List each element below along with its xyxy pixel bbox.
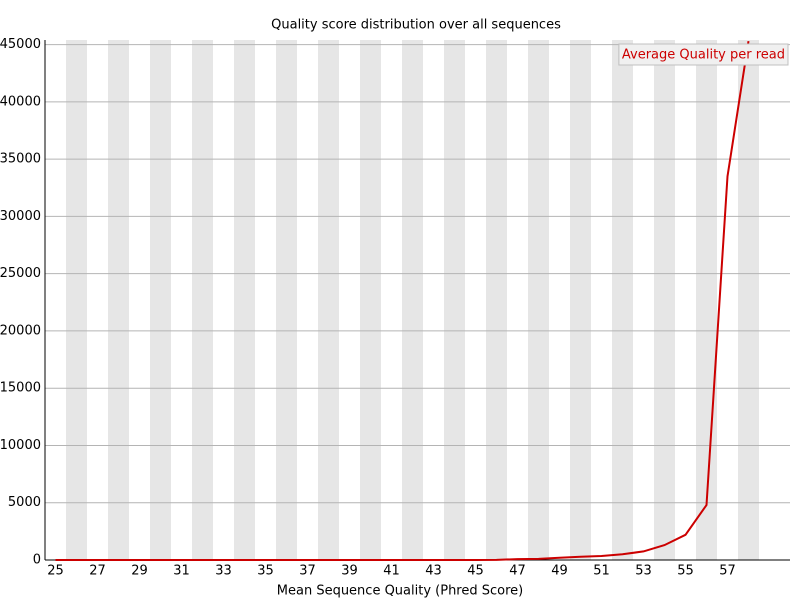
stripe [444, 40, 465, 560]
y-tick-label: 5000 [8, 495, 41, 510]
x-tick-label: 35 [257, 564, 274, 579]
x-tick-label: 39 [341, 564, 358, 579]
data-line [55, 40, 750, 561]
y-tick-label: 35000 [0, 152, 41, 167]
stripe [108, 40, 129, 560]
legend-box [618, 43, 789, 66]
x-tick-label: 37 [299, 564, 316, 579]
y-tick-label: 0 [33, 553, 41, 568]
x-tick-label: 33 [215, 564, 232, 579]
y-tick-label: 15000 [0, 381, 41, 396]
stripe [360, 40, 381, 560]
stripe [654, 40, 675, 560]
stripe [612, 40, 633, 560]
chart-title: Quality score distribution over all sequ… [271, 18, 561, 33]
legend-label: Average Quality per read [622, 48, 785, 63]
x-tick-label: 47 [509, 564, 526, 579]
y-tick-label: 40000 [0, 94, 41, 109]
y-tick-label: 20000 [0, 323, 41, 338]
x-tick-label: 53 [635, 564, 652, 579]
x-tick-label: 31 [173, 564, 190, 579]
x-tick-label: 25 [47, 564, 64, 579]
x-tick-label: 27 [89, 564, 106, 579]
stripe [402, 40, 423, 560]
stripe [234, 40, 255, 560]
stripe [192, 40, 213, 560]
x-tick-label: 49 [551, 564, 568, 579]
x-tick-label: 29 [131, 564, 148, 579]
x-tick-label: 51 [593, 564, 610, 579]
x-tick-label: 57 [719, 564, 736, 579]
stripe [318, 40, 339, 560]
stripe [276, 40, 297, 560]
stripe [150, 40, 171, 560]
stripe [528, 40, 549, 560]
x-tick-label: 43 [425, 564, 442, 579]
x-tick-label: 55 [677, 564, 694, 579]
x-axis-label: Mean Sequence Quality (Phred Score) [277, 584, 523, 599]
x-tick-label: 41 [383, 564, 400, 579]
stripes [66, 40, 759, 560]
y-tick-label: 30000 [0, 209, 41, 224]
stripe [738, 40, 759, 560]
y-tick-label: 45000 [0, 37, 41, 52]
y-tick-label: 10000 [0, 438, 41, 453]
x-tick-label: 45 [467, 564, 484, 579]
stripe [486, 40, 507, 560]
stripe [66, 40, 87, 560]
stripe [696, 40, 717, 560]
stripe [570, 40, 591, 560]
y-tick-label: 25000 [0, 266, 41, 281]
